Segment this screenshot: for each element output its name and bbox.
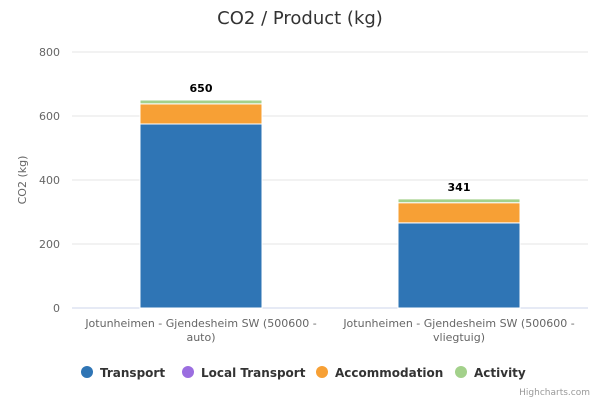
credits[interactable]: Highcharts.com xyxy=(519,388,590,398)
chart-title: CO2 / Product (kg) xyxy=(217,8,383,29)
legend-marker xyxy=(455,366,467,378)
y-tick-label: 800 xyxy=(39,46,60,59)
bar-segment[interactable] xyxy=(139,99,263,105)
legend-item[interactable]: Transport xyxy=(81,366,165,380)
category-label: vliegtuig) xyxy=(433,331,485,344)
y-tick-label: 600 xyxy=(39,110,60,123)
legend-item[interactable]: Local Transport xyxy=(182,366,306,380)
legend-item[interactable]: Activity xyxy=(455,366,526,380)
y-tick-label: 0 xyxy=(53,302,60,315)
legend-marker xyxy=(316,366,328,378)
data-label: 341 xyxy=(448,181,471,194)
category-label: Jotunheimen - Gjendesheim SW (500600 - xyxy=(84,317,316,330)
legend-marker xyxy=(81,366,93,378)
bar-segment[interactable] xyxy=(397,198,521,204)
bar-segment[interactable] xyxy=(139,103,263,125)
y-axis-ticks: 0 200 400 600 800 xyxy=(39,46,60,315)
data-labels: 650 341 xyxy=(190,82,471,194)
y-tick-label: 400 xyxy=(39,174,60,187)
data-label: 650 xyxy=(190,82,213,95)
legend-label: Local Transport xyxy=(201,366,306,380)
category-labels: Jotunheimen - Gjendesheim SW (500600 -au… xyxy=(84,317,574,344)
legend-marker xyxy=(182,366,194,378)
y-tick-label: 200 xyxy=(39,238,60,251)
legend-label: Accommodation xyxy=(335,366,443,380)
bar-segment[interactable] xyxy=(139,123,263,309)
y-axis-title: CO2 (kg) xyxy=(16,156,29,205)
legend-label: Transport xyxy=(100,366,165,380)
legend-label: Activity xyxy=(474,366,526,380)
bar-segment[interactable] xyxy=(397,222,521,309)
category-label: Jotunheimen - Gjendesheim SW (500600 - xyxy=(342,317,574,330)
legend-item[interactable]: Accommodation xyxy=(316,366,443,380)
legend[interactable]: Transport Local Transport Accommodation Act… xyxy=(81,366,526,380)
bars xyxy=(139,99,521,309)
category-label: auto) xyxy=(186,331,215,344)
bar-segment[interactable] xyxy=(397,202,521,224)
